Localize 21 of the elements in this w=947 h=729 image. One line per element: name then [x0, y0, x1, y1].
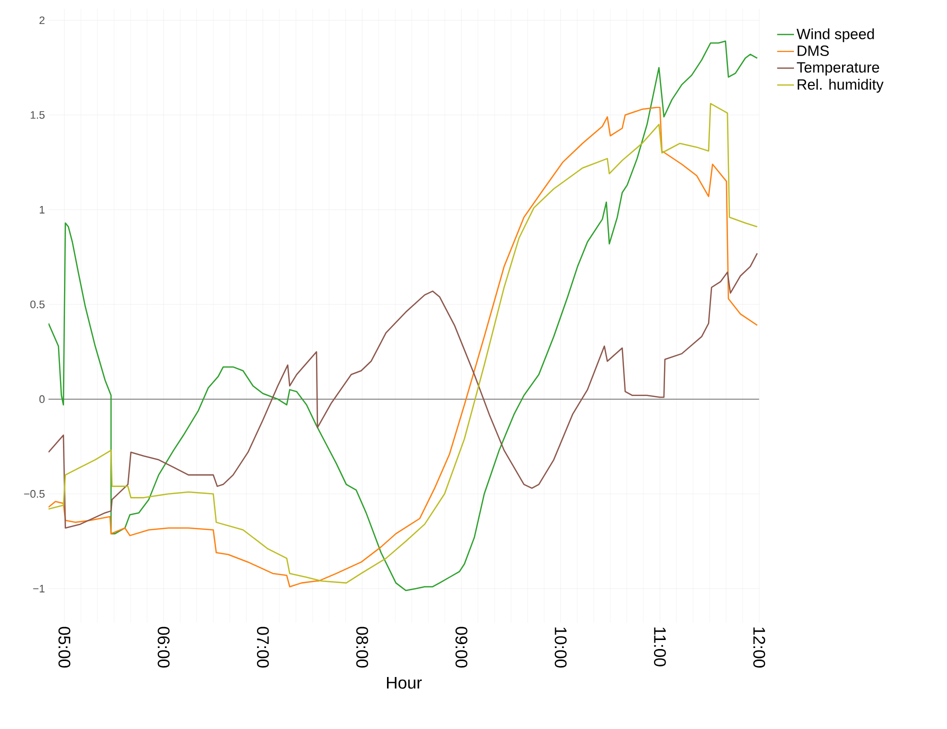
x-tick-label: 11:00	[654, 627, 666, 666]
y-tick-label: 1.5	[30, 110, 45, 119]
x-tick-label: 05:00	[58, 626, 70, 668]
x-tick-label: 12:00	[753, 627, 766, 668]
x-tick-label: 07:00	[256, 626, 269, 668]
x-tick-label: 06:00	[158, 626, 170, 668]
x-tick-label: 10:00	[554, 627, 567, 668]
legend-label: DMS	[798, 45, 829, 56]
legend-label: Temperature	[796, 62, 880, 76]
line-series	[48, 252, 758, 528]
legend-label: Rel. humidity	[798, 78, 884, 92]
y-tick-label: −1	[33, 584, 44, 592]
x-tick-label: 08:00	[356, 626, 368, 668]
legend-label: Wind speed	[796, 28, 874, 42]
x-tick-label: 09:00	[455, 626, 468, 668]
y-tick-label: 1	[40, 206, 44, 214]
y-tick-label: 0	[39, 395, 45, 403]
y-tick-label: −0.5	[24, 490, 45, 498]
x-axis-title: Hour	[387, 676, 422, 688]
y-tick-label: 2	[40, 16, 44, 24]
y-tick-label: 0.5	[30, 300, 45, 308]
